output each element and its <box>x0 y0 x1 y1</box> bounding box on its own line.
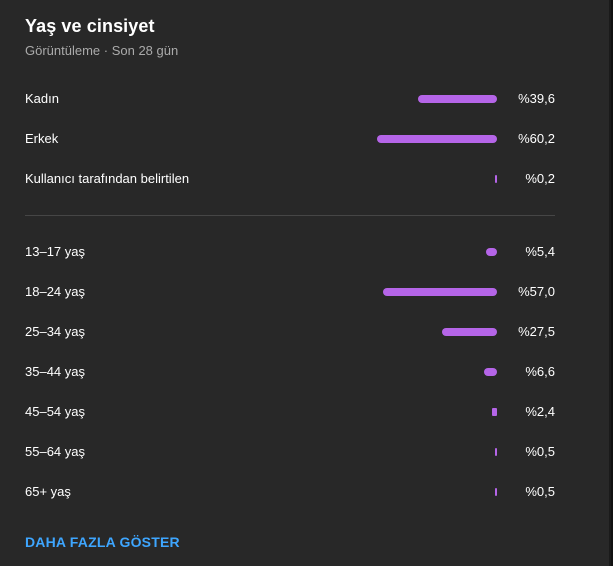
row-value: %2,4 <box>525 404 555 419</box>
card-subtitle: Görüntüleme · Son 28 gün <box>25 43 179 58</box>
row-value: %6,6 <box>525 364 555 379</box>
row-bar <box>376 135 497 143</box>
age-row-18-24: 18–24 yaş %57,0 <box>25 283 555 303</box>
row-label: Erkek <box>25 131 59 146</box>
age-row-55-64: 55–64 yaş %0,5 <box>25 443 555 463</box>
age-row-45-54: 45–54 yaş %2,4 <box>25 403 555 423</box>
row-value: %5,4 <box>525 244 555 259</box>
row-label: Kadın <box>25 91 59 106</box>
age-row-65-plus: 65+ yaş %0,5 <box>25 483 555 503</box>
show-more-button[interactable]: DAHA FAZLA GÖSTER <box>25 534 180 550</box>
row-value: %0,5 <box>525 444 555 459</box>
row-value: %39,6 <box>518 91 555 106</box>
row-value: %60,2 <box>518 131 555 146</box>
gender-row-female: Kadın %39,6 <box>25 90 555 110</box>
row-bar <box>417 95 497 103</box>
row-bar <box>483 368 497 376</box>
row-label: 13–17 yaş <box>25 244 85 259</box>
row-label: 25–34 yaş <box>25 324 85 339</box>
row-bar <box>495 175 497 183</box>
row-value: %27,5 <box>518 324 555 339</box>
row-label: 45–54 yaş <box>25 404 85 419</box>
row-bar <box>486 248 497 256</box>
gender-row-user-specified: Kullanıcı tarafından belirtilen %0,2 <box>25 170 555 190</box>
row-label: 18–24 yaş <box>25 284 85 299</box>
row-label: Kullanıcı tarafından belirtilen <box>25 171 190 186</box>
age-row-35-44: 35–44 yaş %6,6 <box>25 363 555 383</box>
row-label: 55–64 yaş <box>25 444 85 459</box>
row-bar <box>495 448 497 456</box>
row-value: %0,5 <box>525 484 555 499</box>
row-label: 65+ yaş <box>25 484 71 499</box>
row-value: %57,0 <box>518 284 555 299</box>
row-bar <box>495 488 497 496</box>
card-title: Yaş ve cinsiyet <box>25 16 155 36</box>
age-row-13-17: 13–17 yaş %5,4 <box>25 243 555 263</box>
row-bar <box>492 408 497 416</box>
section-divider <box>25 215 555 216</box>
row-value: %0,2 <box>525 171 555 186</box>
age-row-25-34: 25–34 yaş %27,5 <box>25 323 555 343</box>
row-label: 35–44 yaş <box>25 364 85 379</box>
row-bar <box>383 288 497 296</box>
gender-row-male: Erkek %60,2 <box>25 130 555 150</box>
row-bar <box>442 328 497 336</box>
